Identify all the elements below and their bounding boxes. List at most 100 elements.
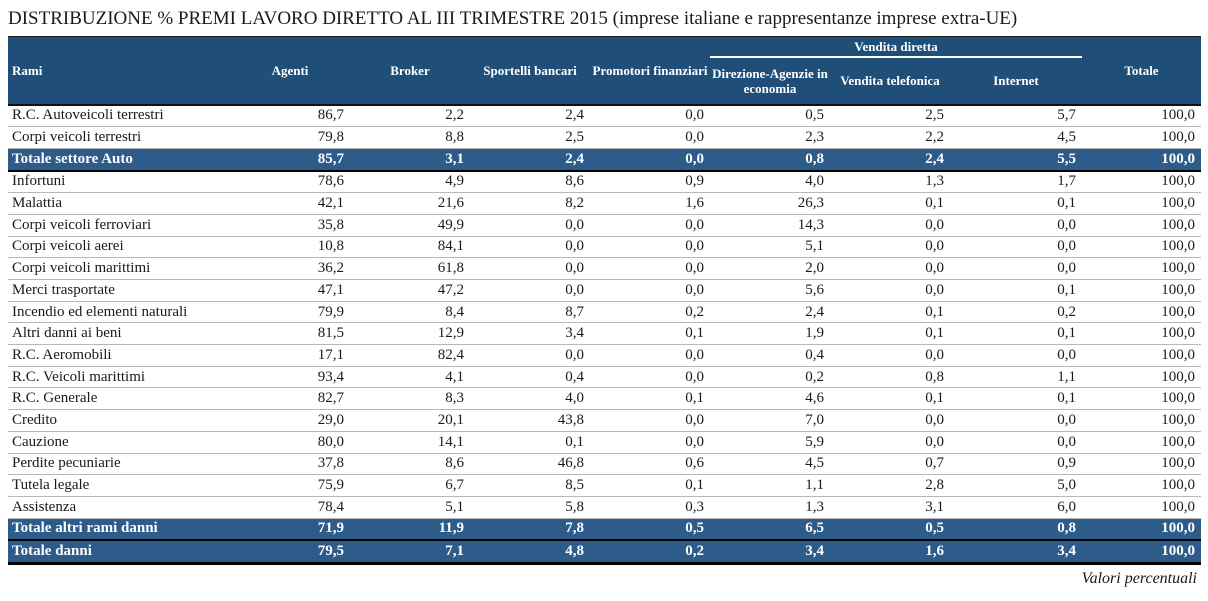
value-cell: 7,0 <box>710 409 830 432</box>
table-row: Merci trasportate 47,1 47,2 0,0 0,0 5,6 0,0 0,1… <box>8 279 1201 302</box>
row-label: Infortuni <box>8 170 230 194</box>
value-cell: 47,1 <box>230 279 350 302</box>
value-cell: 0,0 <box>590 147 710 172</box>
value-cell: 0,0 <box>470 279 590 302</box>
column-header-totale: Totale <box>1082 36 1201 106</box>
table-row: R.C. Aeromobili 17,1 82,4 0,0 0,0 0,4 0,0 0,0 10… <box>8 344 1201 367</box>
table-row: Malattia 42,1 21,6 8,2 1,6 26,3 0,1 0,1 100,0 <box>8 192 1201 215</box>
row-label: Perdite pecuniarie <box>8 453 230 476</box>
value-cell: 78,6 <box>230 170 350 194</box>
value-cell: 1,6 <box>590 192 710 215</box>
value-cell: 0,1 <box>590 474 710 497</box>
footnote-valori-percentuali: Valori percentuali <box>1081 569 1197 587</box>
row-label: Merci trasportate <box>8 279 230 302</box>
row-label: R.C. Autoveicoli terrestri <box>8 104 230 128</box>
value-cell: 100,0 <box>1082 453 1201 476</box>
value-cell: 0,1 <box>950 322 1082 346</box>
value-cell: 71,9 <box>230 517 350 542</box>
table-row: Assistenza 78,4 5,1 5,8 0,3 1,3 3,1 6,0 100,0 <box>8 496 1201 519</box>
value-cell: 0,0 <box>830 431 950 454</box>
value-cell: 5,9 <box>710 431 830 454</box>
column-header-agenti: Agenti <box>230 36 350 106</box>
row-label: Corpi veicoli ferroviari <box>8 214 230 237</box>
value-cell: 4,0 <box>710 170 830 194</box>
value-cell: 0,1 <box>830 387 950 411</box>
row-label: Tutela legale <box>8 474 230 497</box>
value-cell: 5,1 <box>350 496 470 519</box>
value-cell: 0,0 <box>590 409 710 432</box>
value-cell: 5,1 <box>710 236 830 259</box>
column-group-vendita-diretta: Vendita diretta <box>710 36 1082 58</box>
row-label: Corpi veicoli marittimi <box>8 257 230 280</box>
row-label: Credito <box>8 409 230 432</box>
value-cell: 0,5 <box>590 517 710 542</box>
value-cell: 2,0 <box>710 257 830 280</box>
value-cell: 100,0 <box>1082 301 1201 324</box>
value-cell: 100,0 <box>1082 147 1201 172</box>
value-cell: 0,0 <box>590 104 710 128</box>
value-cell: 0,0 <box>590 214 710 237</box>
value-cell: 5,7 <box>950 104 1082 128</box>
value-cell: 21,6 <box>350 192 470 215</box>
value-cell: 3,4 <box>710 539 830 565</box>
row-label: Totale altri rami danni <box>8 517 230 542</box>
value-cell: 8,8 <box>350 126 470 149</box>
table-body: R.C. Autoveicoli terrestri 86,7 2,2 2,4 0,0 0… <box>8 104 1201 565</box>
value-cell: 100,0 <box>1082 517 1201 542</box>
value-cell: 26,3 <box>710 192 830 215</box>
value-cell: 1,3 <box>830 170 950 194</box>
row-label: Altri danni ai beni <box>8 322 230 346</box>
value-cell: 4,1 <box>350 366 470 389</box>
value-cell: 100,0 <box>1082 539 1201 565</box>
table-row: R.C. Generale 82,7 8,3 4,0 0,1 4,6 0,1 0,1 100,0 <box>8 387 1201 411</box>
value-cell: 84,1 <box>350 236 470 259</box>
row-label: Corpi veicoli terrestri <box>8 126 230 149</box>
value-cell: 5,6 <box>710 279 830 302</box>
total-row: Totale settore Auto 85,7 3,1 2,4 0,0 0,8 2,4 5,… <box>8 147 1201 172</box>
value-cell: 100,0 <box>1082 126 1201 149</box>
row-label: Malattia <box>8 192 230 215</box>
table-row: Infortuni 78,6 4,9 8,6 0,9 4,0 1,3 1,7 100,0 <box>8 170 1201 194</box>
value-cell: 0,0 <box>830 236 950 259</box>
value-cell: 3,1 <box>830 496 950 519</box>
value-cell: 0,1 <box>830 192 950 215</box>
value-cell: 0,0 <box>590 344 710 367</box>
row-label: Totale settore Auto <box>8 147 230 172</box>
value-cell: 0,0 <box>470 344 590 367</box>
premi-distribution-table: Rami Agenti Broker Sportelli bancari Pro… <box>8 36 1201 565</box>
value-cell: 14,3 <box>710 214 830 237</box>
value-cell: 0,6 <box>590 453 710 476</box>
value-cell: 4,0 <box>470 387 590 411</box>
value-cell: 0,2 <box>710 366 830 389</box>
value-cell: 1,7 <box>950 170 1082 194</box>
row-label: Assistenza <box>8 496 230 519</box>
value-cell: 80,0 <box>230 431 350 454</box>
value-cell: 43,8 <box>470 409 590 432</box>
table-row: Tutela legale 75,9 6,7 8,5 0,1 1,1 2,8 5,0 100,0 <box>8 474 1201 497</box>
value-cell: 100,0 <box>1082 496 1201 519</box>
value-cell: 2,5 <box>830 104 950 128</box>
value-cell: 4,5 <box>710 453 830 476</box>
value-cell: 0,1 <box>950 387 1082 411</box>
value-cell: 0,0 <box>830 409 950 432</box>
value-cell: 2,4 <box>830 147 950 172</box>
value-cell: 2,2 <box>830 126 950 149</box>
value-cell: 79,8 <box>230 126 350 149</box>
row-label: R.C. Generale <box>8 387 230 411</box>
column-header-broker: Broker <box>350 36 470 106</box>
value-cell: 100,0 <box>1082 236 1201 259</box>
row-label: Totale danni <box>8 539 230 565</box>
row-label: R.C. Aeromobili <box>8 344 230 367</box>
value-cell: 36,2 <box>230 257 350 280</box>
value-cell: 100,0 <box>1082 366 1201 389</box>
value-cell: 5,0 <box>950 474 1082 497</box>
value-cell: 100,0 <box>1082 279 1201 302</box>
value-cell: 2,4 <box>470 104 590 128</box>
value-cell: 100,0 <box>1082 474 1201 497</box>
value-cell: 0,0 <box>470 236 590 259</box>
value-cell: 0,1 <box>590 322 710 346</box>
value-cell: 0,5 <box>830 517 950 542</box>
value-cell: 0,8 <box>950 517 1082 542</box>
value-cell: 0,1 <box>470 431 590 454</box>
total-row: Totale danni 79,5 7,1 4,8 0,2 3,4 1,6 3,4 100,0 <box>8 539 1201 565</box>
